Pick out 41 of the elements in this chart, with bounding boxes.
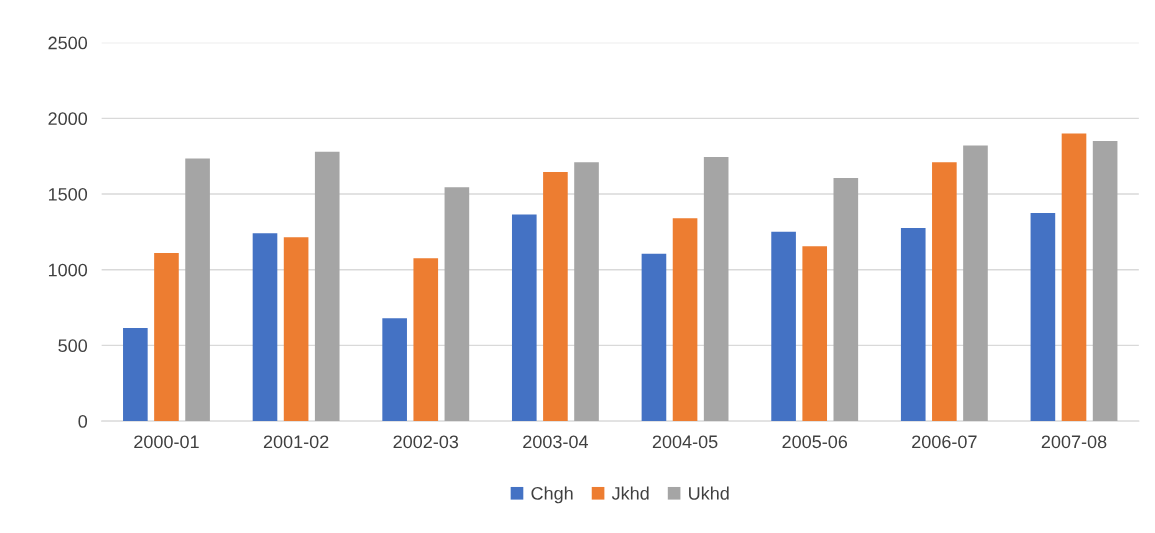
x-tick-label: 2005-06 bbox=[782, 435, 848, 449]
legend-label: Jkhd bbox=[611, 486, 649, 500]
x-tick-label: 2004-05 bbox=[652, 435, 718, 449]
bar bbox=[703, 156, 729, 422]
y-tick-label: 500 bbox=[58, 339, 88, 353]
y-tick-label: 2500 bbox=[48, 36, 88, 50]
bar bbox=[413, 258, 439, 422]
y-tick-label: 2000 bbox=[48, 112, 88, 126]
x-tick-label: 2001-02 bbox=[263, 435, 329, 449]
x-tick-label: 2003-04 bbox=[523, 435, 589, 449]
bar bbox=[1092, 141, 1118, 422]
bar bbox=[802, 246, 828, 422]
bar bbox=[771, 231, 796, 422]
x-tick-label: 2002-03 bbox=[393, 435, 459, 449]
bar bbox=[252, 233, 278, 422]
bar bbox=[283, 237, 309, 422]
y-tick-label: 1500 bbox=[48, 187, 88, 201]
legend-label: Chgh bbox=[531, 486, 573, 504]
y-tick-label: 0 bbox=[78, 415, 88, 428]
x-tick-label: 2006-07 bbox=[912, 435, 977, 449]
bar bbox=[123, 327, 148, 422]
bar bbox=[543, 172, 568, 422]
bar bbox=[932, 162, 957, 422]
bar bbox=[641, 253, 667, 422]
bar bbox=[672, 218, 698, 422]
bar bbox=[574, 162, 599, 422]
bar bbox=[963, 145, 988, 422]
bar bbox=[444, 187, 470, 422]
bar bbox=[900, 228, 926, 422]
bar bbox=[154, 253, 179, 422]
bar bbox=[1061, 133, 1087, 422]
bar bbox=[1030, 212, 1056, 422]
x-tick-label: 2000-01 bbox=[134, 435, 199, 449]
legend-label: Ukhd bbox=[689, 486, 729, 500]
x-tick-label: 2007-08 bbox=[1041, 435, 1107, 449]
bar bbox=[314, 151, 340, 422]
bar bbox=[382, 318, 407, 422]
bar bbox=[511, 214, 537, 422]
y-tick-label: 1000 bbox=[48, 263, 88, 277]
bar bbox=[833, 178, 859, 422]
bar bbox=[185, 158, 210, 422]
